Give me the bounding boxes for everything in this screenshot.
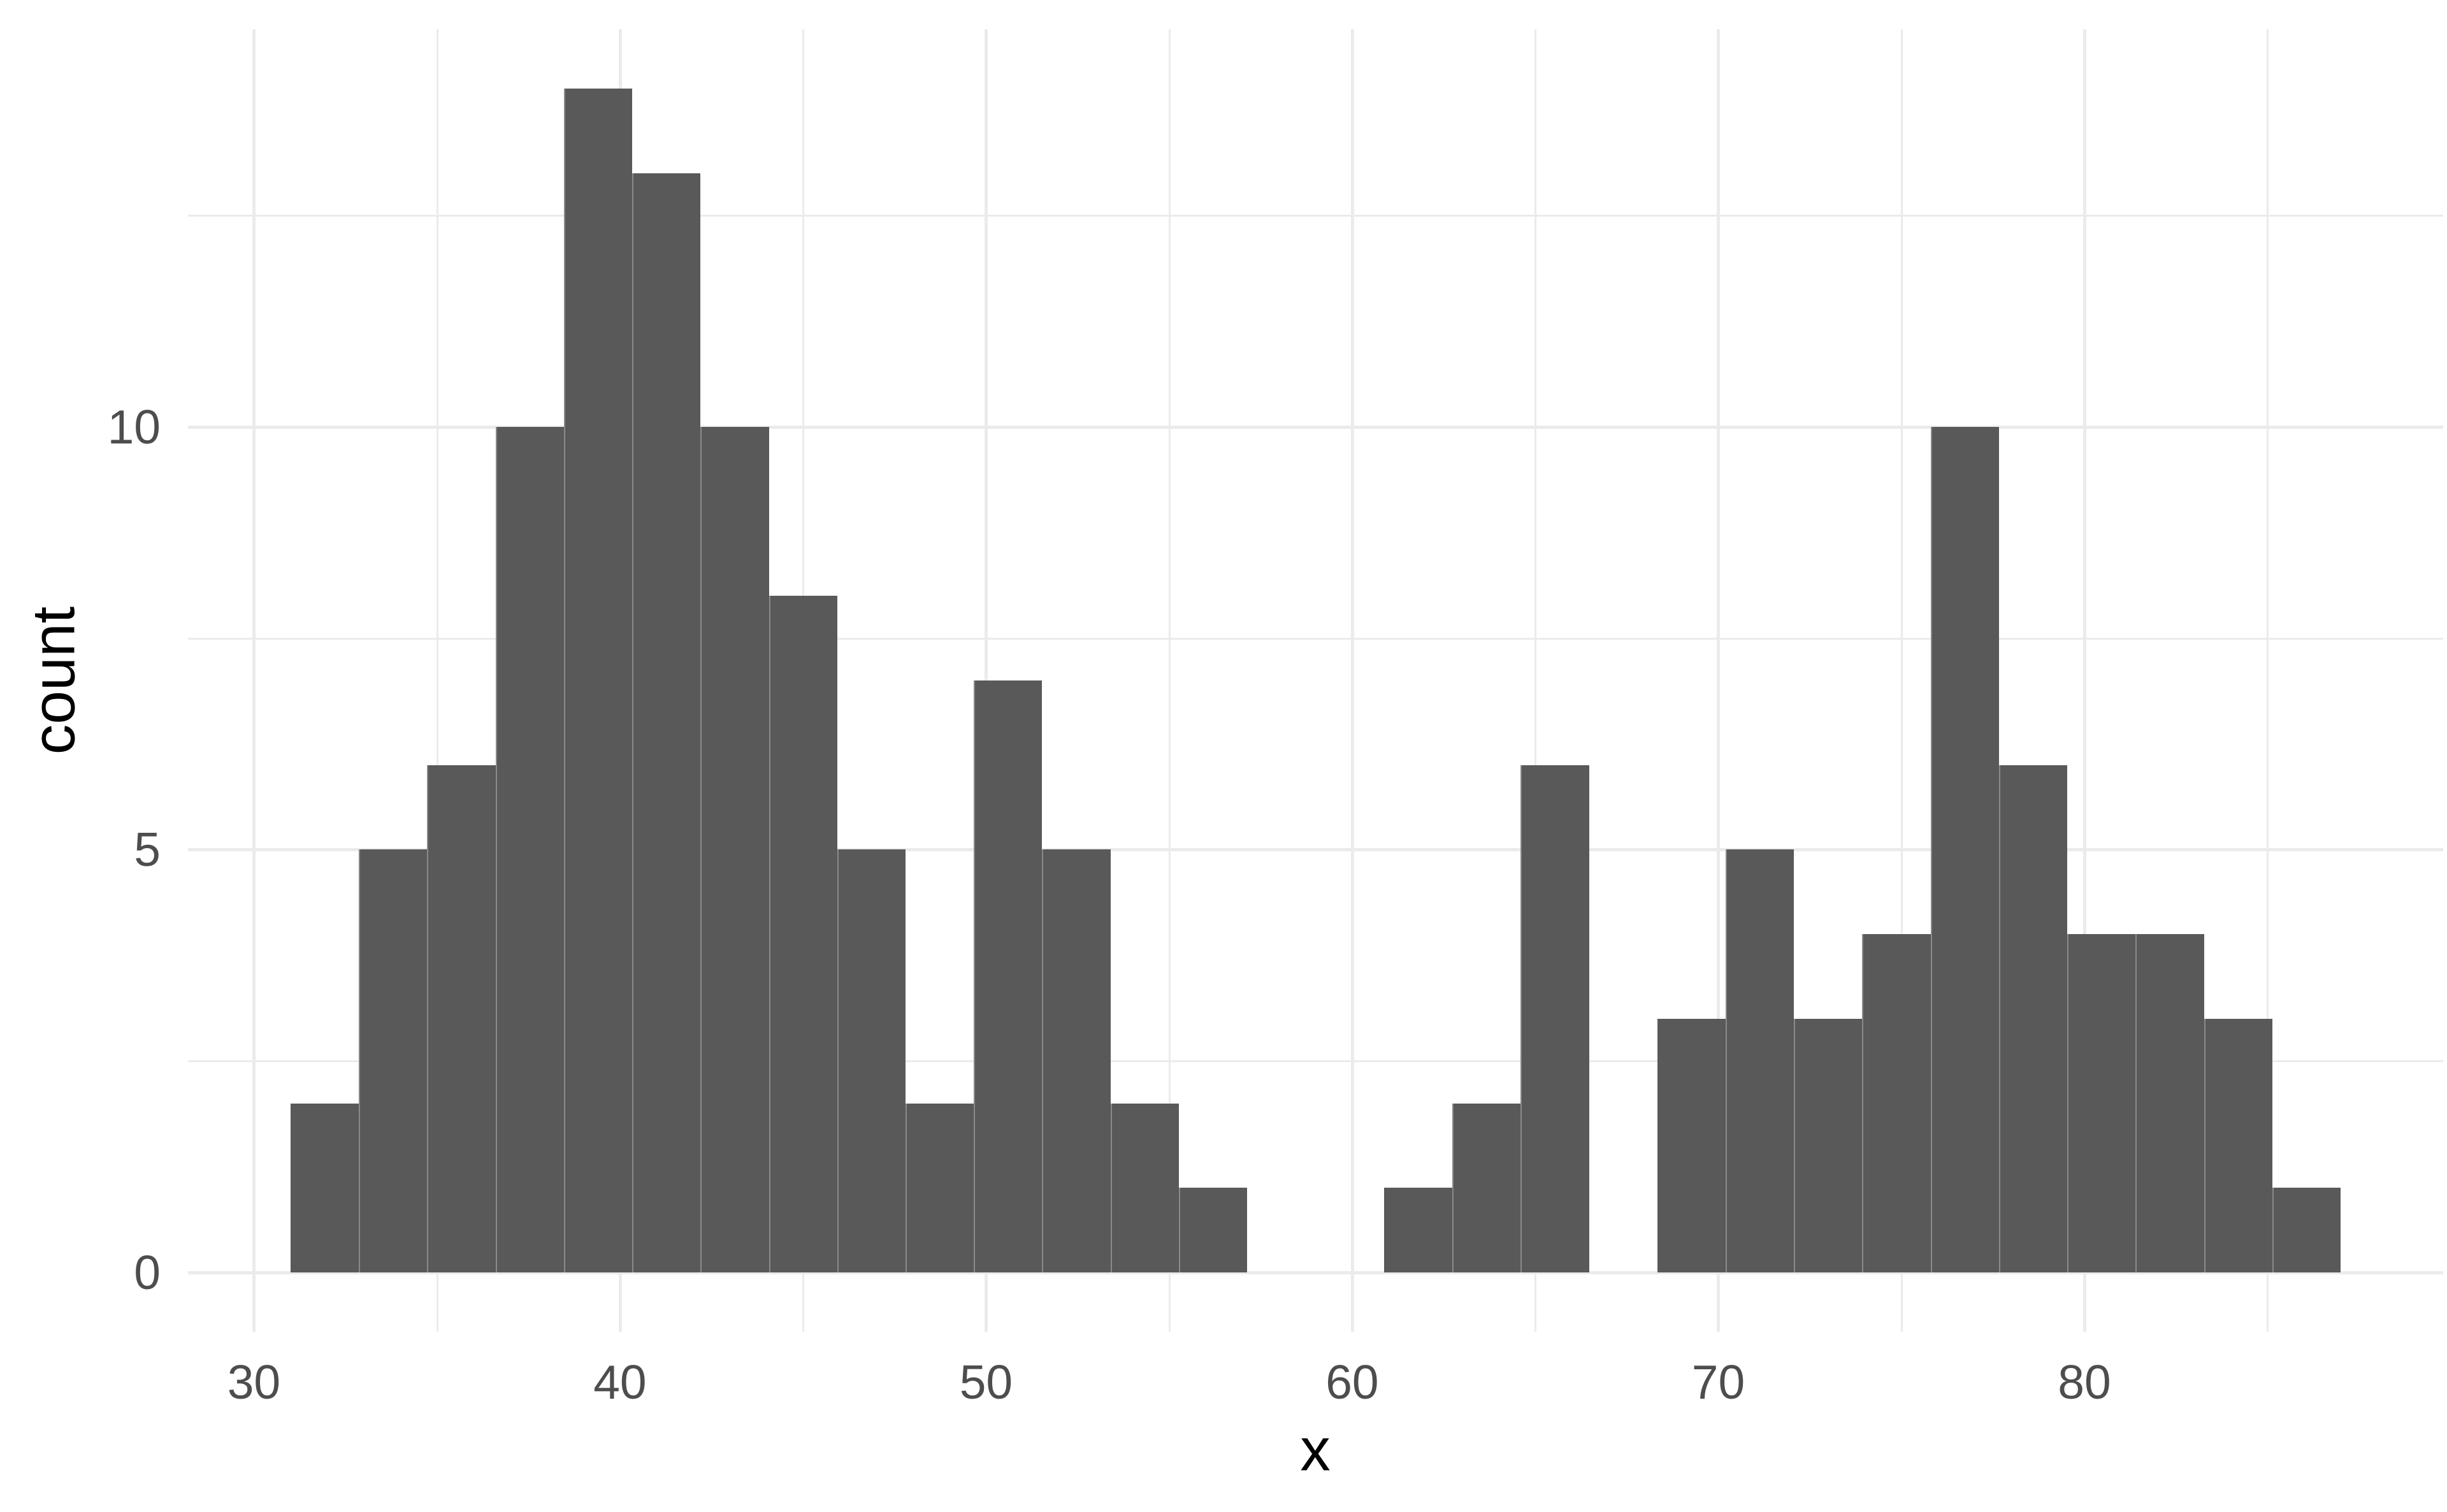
histogram-bar (2204, 1018, 2272, 1273)
histogram-bar (427, 765, 496, 1273)
y-minor-gridline (188, 215, 2443, 217)
x-minor-gridline (1534, 29, 1537, 1332)
x-tick-label: 40 (593, 1355, 647, 1409)
histogram-bar (1110, 1103, 1180, 1273)
histogram-bar (290, 1103, 359, 1273)
histogram-bar (837, 849, 906, 1273)
histogram-bar (1520, 765, 1589, 1273)
histogram-bar (1930, 426, 2000, 1273)
histogram-bar (2272, 1188, 2341, 1273)
y-minor-gridline (188, 637, 2443, 640)
histogram-bar (359, 849, 428, 1273)
x-minor-gridline (1168, 29, 1171, 1332)
histogram-bar (1862, 934, 1931, 1273)
y-tick-label: 5 (134, 823, 161, 877)
histogram-bar (906, 1103, 974, 1273)
x-major-gridline (252, 29, 256, 1332)
x-tick-label: 80 (2058, 1355, 2111, 1409)
histogram-bar (700, 426, 769, 1273)
histogram-bar (1383, 1188, 1452, 1273)
histogram-bar (769, 596, 837, 1273)
x-major-gridline (1717, 29, 1721, 1332)
histogram-bar (2135, 934, 2204, 1273)
histogram-bar (495, 426, 564, 1273)
x-minor-gridline (436, 29, 438, 1332)
histogram-bar (1179, 1188, 1248, 1273)
y-major-gridline (188, 425, 2443, 429)
x-tick-label: 60 (1325, 1355, 1379, 1409)
x-major-gridline (2082, 29, 2086, 1332)
histogram-bar (1725, 849, 1794, 1273)
histogram-bar (2067, 934, 2136, 1273)
x-tick-label: 30 (227, 1355, 281, 1409)
x-tick-label: 70 (1691, 1355, 1745, 1409)
y-tick-label: 10 (107, 400, 161, 454)
y-minor-gridline (188, 1060, 2443, 1063)
y-major-gridline (188, 848, 2443, 852)
histogram-bar (1657, 1018, 1726, 1273)
y-axis-title: count (20, 606, 88, 755)
histogram-bar (1794, 1018, 1863, 1273)
y-major-gridline (188, 1271, 2443, 1275)
x-minor-gridline (1900, 29, 1903, 1332)
histogram-bar (1042, 849, 1111, 1273)
histogram-bar (1999, 765, 2067, 1273)
y-tick-label: 0 (134, 1246, 161, 1300)
histogram-bar (632, 173, 701, 1273)
x-tick-label: 50 (959, 1355, 1013, 1409)
x-major-gridline (1350, 29, 1354, 1332)
x-axis-title: x (1300, 1416, 1331, 1484)
x-minor-gridline (2267, 29, 2269, 1332)
histogram-bar (974, 680, 1043, 1273)
histogram-bar (1452, 1103, 1521, 1273)
histogram-bar (564, 88, 632, 1273)
